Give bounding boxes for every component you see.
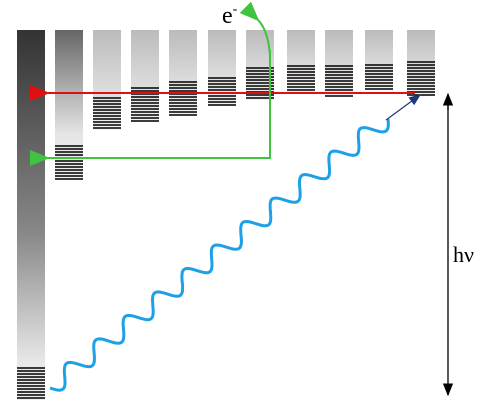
level-column <box>93 30 121 130</box>
level-column <box>365 30 393 90</box>
level-column <box>287 30 315 92</box>
level-column <box>169 30 197 115</box>
diagram: e- hν <box>0 0 483 407</box>
electron-symbol: e <box>222 3 233 29</box>
level-column <box>325 30 353 96</box>
photon-arrow <box>386 95 420 120</box>
level-column <box>131 30 159 122</box>
electron-charge: - <box>233 2 238 17</box>
photon-energy-label: hν <box>453 242 474 267</box>
level-column <box>17 30 45 400</box>
electron-label: e- <box>222 2 238 29</box>
energy-levels <box>17 30 435 400</box>
photon-wave <box>50 119 388 390</box>
